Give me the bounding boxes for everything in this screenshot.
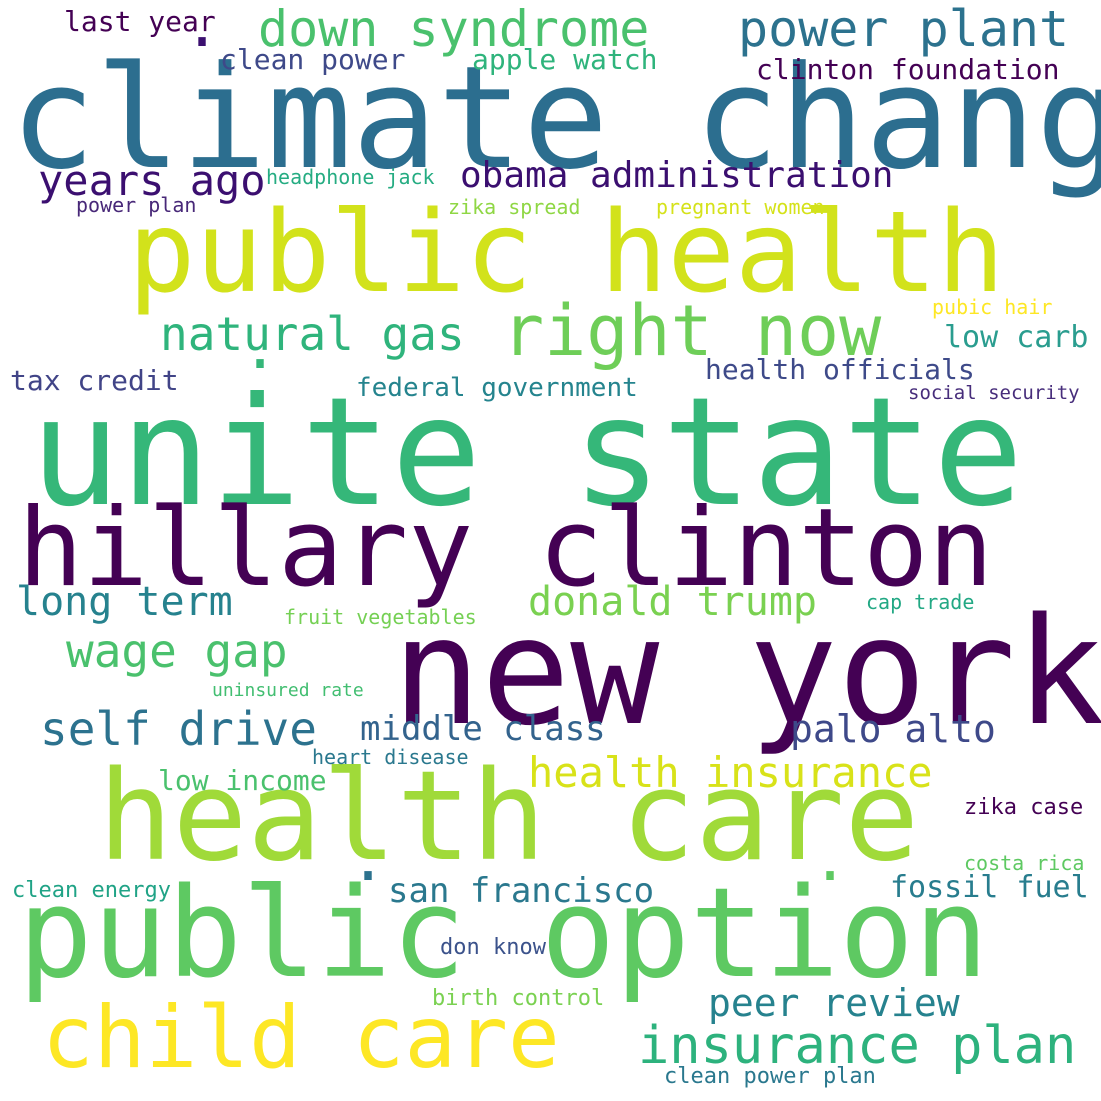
word: unite state xyxy=(30,366,1024,540)
word: pregnant women xyxy=(656,195,825,219)
word: climate change xyxy=(10,36,1101,201)
word: costa rica xyxy=(964,851,1085,875)
word: self drive xyxy=(40,702,317,756)
word: low carb xyxy=(944,320,1089,355)
word: zika case xyxy=(964,795,1084,820)
word: down syndrome xyxy=(258,0,650,58)
word: . xyxy=(350,825,387,895)
word: uninsured rate xyxy=(212,680,364,701)
word: clean power xyxy=(220,43,406,76)
word: apple watch xyxy=(472,43,658,76)
word: fruit vegetables xyxy=(284,605,477,629)
word: palo alto xyxy=(790,707,996,751)
word: hillary clinton xyxy=(18,486,994,611)
word: federal government xyxy=(356,373,638,403)
word: heart disease xyxy=(312,745,469,769)
word: health insurance xyxy=(528,748,933,797)
word: . xyxy=(242,313,279,383)
word: health care xyxy=(98,745,920,889)
word: social security xyxy=(908,382,1080,404)
word: insurance plan xyxy=(638,1016,1077,1076)
word: power plan xyxy=(76,193,197,217)
word: san francisco xyxy=(388,871,655,911)
word: zika spread xyxy=(448,195,581,219)
word: birth control xyxy=(432,986,605,1011)
word: right now xyxy=(502,290,882,372)
word: peer review xyxy=(708,981,960,1025)
word: middle class xyxy=(360,709,606,749)
word: last year xyxy=(64,5,216,38)
word: child care xyxy=(42,988,560,1088)
word: clean energy xyxy=(12,878,171,903)
word: wage gap xyxy=(66,624,288,678)
word: long term xyxy=(16,579,233,625)
word: don know xyxy=(440,935,546,960)
word: pubic hair xyxy=(932,295,1053,319)
word: low income xyxy=(158,764,327,797)
word: public health xyxy=(128,188,1005,318)
word: obama administration xyxy=(460,155,894,196)
word: natural gas xyxy=(160,307,465,361)
word: public option xyxy=(18,862,989,1006)
word: headphone jack xyxy=(266,165,435,189)
word: fossil fuel xyxy=(890,870,1089,905)
word: . xyxy=(812,825,849,895)
word: tax credit xyxy=(10,364,179,397)
word: donald trump xyxy=(528,579,817,625)
word: clinton foundation xyxy=(756,53,1060,86)
word: years ago xyxy=(38,156,266,205)
word: cap trade xyxy=(866,590,975,614)
word: new york xyxy=(392,586,1101,758)
word: clean power plan xyxy=(664,1064,876,1089)
word: power plant xyxy=(738,0,1070,58)
word: health officials xyxy=(705,353,975,386)
word: . xyxy=(184,0,221,61)
